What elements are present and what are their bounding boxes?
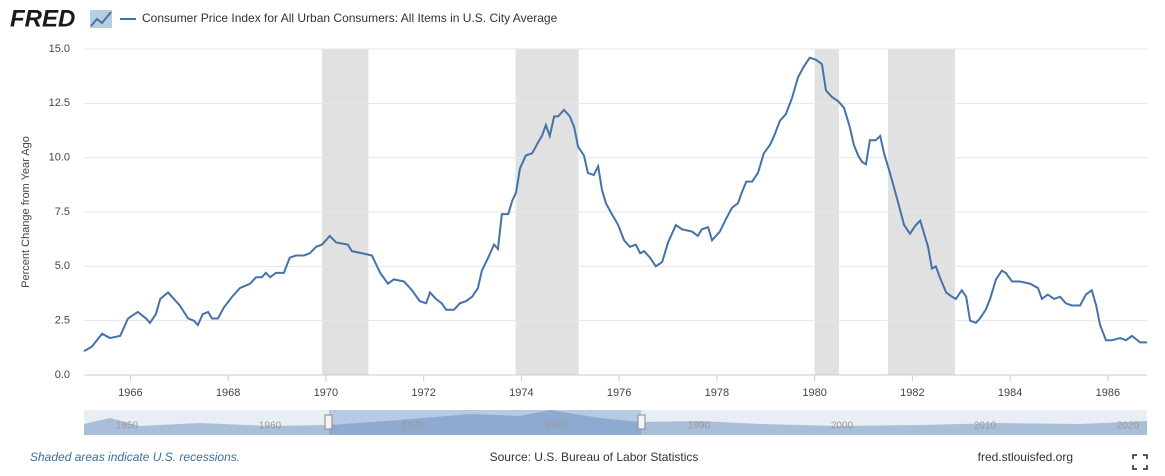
logo-icon-line: [90, 11, 112, 27]
navigator-handle[interactable]: [324, 414, 333, 430]
y-tick-label: 0.0: [55, 369, 70, 381]
navigator-label: 1960: [259, 421, 282, 432]
y-tick-label: 5.0: [55, 260, 70, 272]
x-tick-label: 1976: [607, 387, 631, 399]
navigator-label: 1990: [688, 421, 711, 432]
plot-area: 0.0 2.5 5.0 7.5 10.0 12.5 15.0 1966 1968 1970 1972…: [49, 43, 1147, 399]
navigator-label: 2020: [1117, 421, 1140, 432]
y-axis-label: Percent Change from Year Ago: [20, 136, 32, 288]
logo-icon: [90, 10, 112, 28]
source: Source: U.S. Bureau of Labor Statistics: [490, 450, 699, 464]
x-tick-label: 1970: [314, 387, 338, 399]
y-tick-label: 7.5: [55, 206, 70, 218]
navigator-labels: 1950 1960 1970 1980 1990 2000 2010 2020: [116, 421, 1140, 432]
x-tick-label: 1986: [1096, 387, 1120, 399]
y-tick-label: 15.0: [49, 43, 70, 55]
navigator-label: 2010: [974, 421, 997, 432]
x-tick-label: 1974: [509, 387, 533, 399]
navigator-label: 2000: [831, 421, 854, 432]
y-tick-label: 2.5: [55, 315, 70, 327]
x-tick-label: 1966: [118, 387, 142, 399]
x-tick-label: 1972: [411, 387, 435, 399]
x-tick-label: 1968: [216, 387, 240, 399]
navigator-handle[interactable]: [637, 414, 646, 430]
series-line: [83, 56, 1147, 352]
x-tick-label: 1982: [900, 387, 924, 399]
x-tick-label: 1980: [802, 387, 826, 399]
site: fred.stlouisfed.org: [978, 450, 1073, 464]
y-tick-label: 10.0: [49, 152, 70, 164]
fullscreen-button[interactable]: [1132, 454, 1148, 470]
navigator-label: 1980: [545, 421, 568, 432]
navigator-label: 1970: [402, 421, 425, 432]
recession-note: Shaded areas indicate U.S. recessions.: [30, 450, 240, 464]
brand-logo: FRED: [10, 5, 75, 32]
x-tick-label: 1984: [998, 387, 1022, 399]
navigator-selection[interactable]: [329, 410, 641, 435]
legend-label: Consumer Price Index for All Urban Consu…: [142, 11, 558, 25]
y-tick-label: 12.5: [49, 97, 70, 109]
navigator-series: [84, 410, 1147, 435]
navigator-label: 1950: [116, 421, 139, 432]
x-tick-label: 1978: [705, 387, 729, 399]
